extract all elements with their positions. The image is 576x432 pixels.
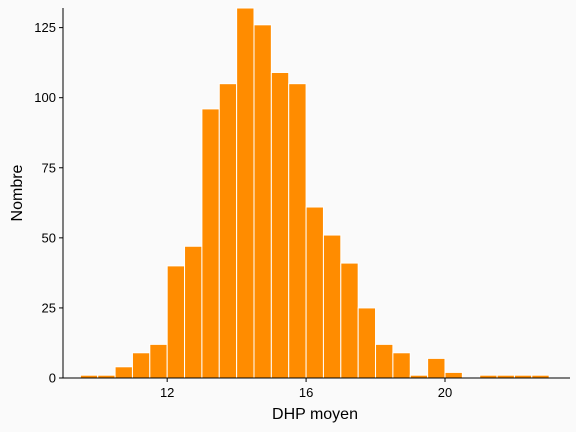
y-axis-title: Nombre [9,164,26,221]
histogram-bar [201,108,220,379]
y-tick-label: 50 [42,230,56,245]
x-tick-label: 16 [299,385,313,400]
histogram-bar [340,262,359,379]
histogram-bar [288,83,307,379]
histogram-bar [236,7,255,379]
y-ticks-group: 0 25 50 75 100 125 [34,20,63,386]
histogram-bar [114,366,133,379]
x-tick-label: 20 [438,385,452,400]
y-tick-label: 125 [34,20,56,35]
histogram-bar [375,343,394,379]
histogram-bar [305,206,324,379]
y-tick-label: 0 [49,371,56,386]
histogram-bar [131,352,151,379]
bars-group [79,7,550,379]
x-ticks-group: 12 16 20 [160,378,452,400]
x-axis-title: DHP moyen [272,406,358,423]
y-tick-label: 100 [34,90,56,105]
histogram-bar [270,71,290,379]
histogram-bar [392,352,411,379]
histogram-bar [322,234,342,379]
y-tick-label: 25 [42,300,56,315]
histogram-bar [218,83,238,379]
y-tick-label: 75 [42,160,56,175]
histogram-bar [444,371,463,379]
histogram-bar [184,245,203,379]
x-tick-label: 12 [160,385,174,400]
histogram-bar [166,265,186,379]
histogram-bar [427,357,446,379]
histogram-bar [149,343,168,379]
histogram-bar [357,307,377,379]
histogram-bar [253,24,272,379]
